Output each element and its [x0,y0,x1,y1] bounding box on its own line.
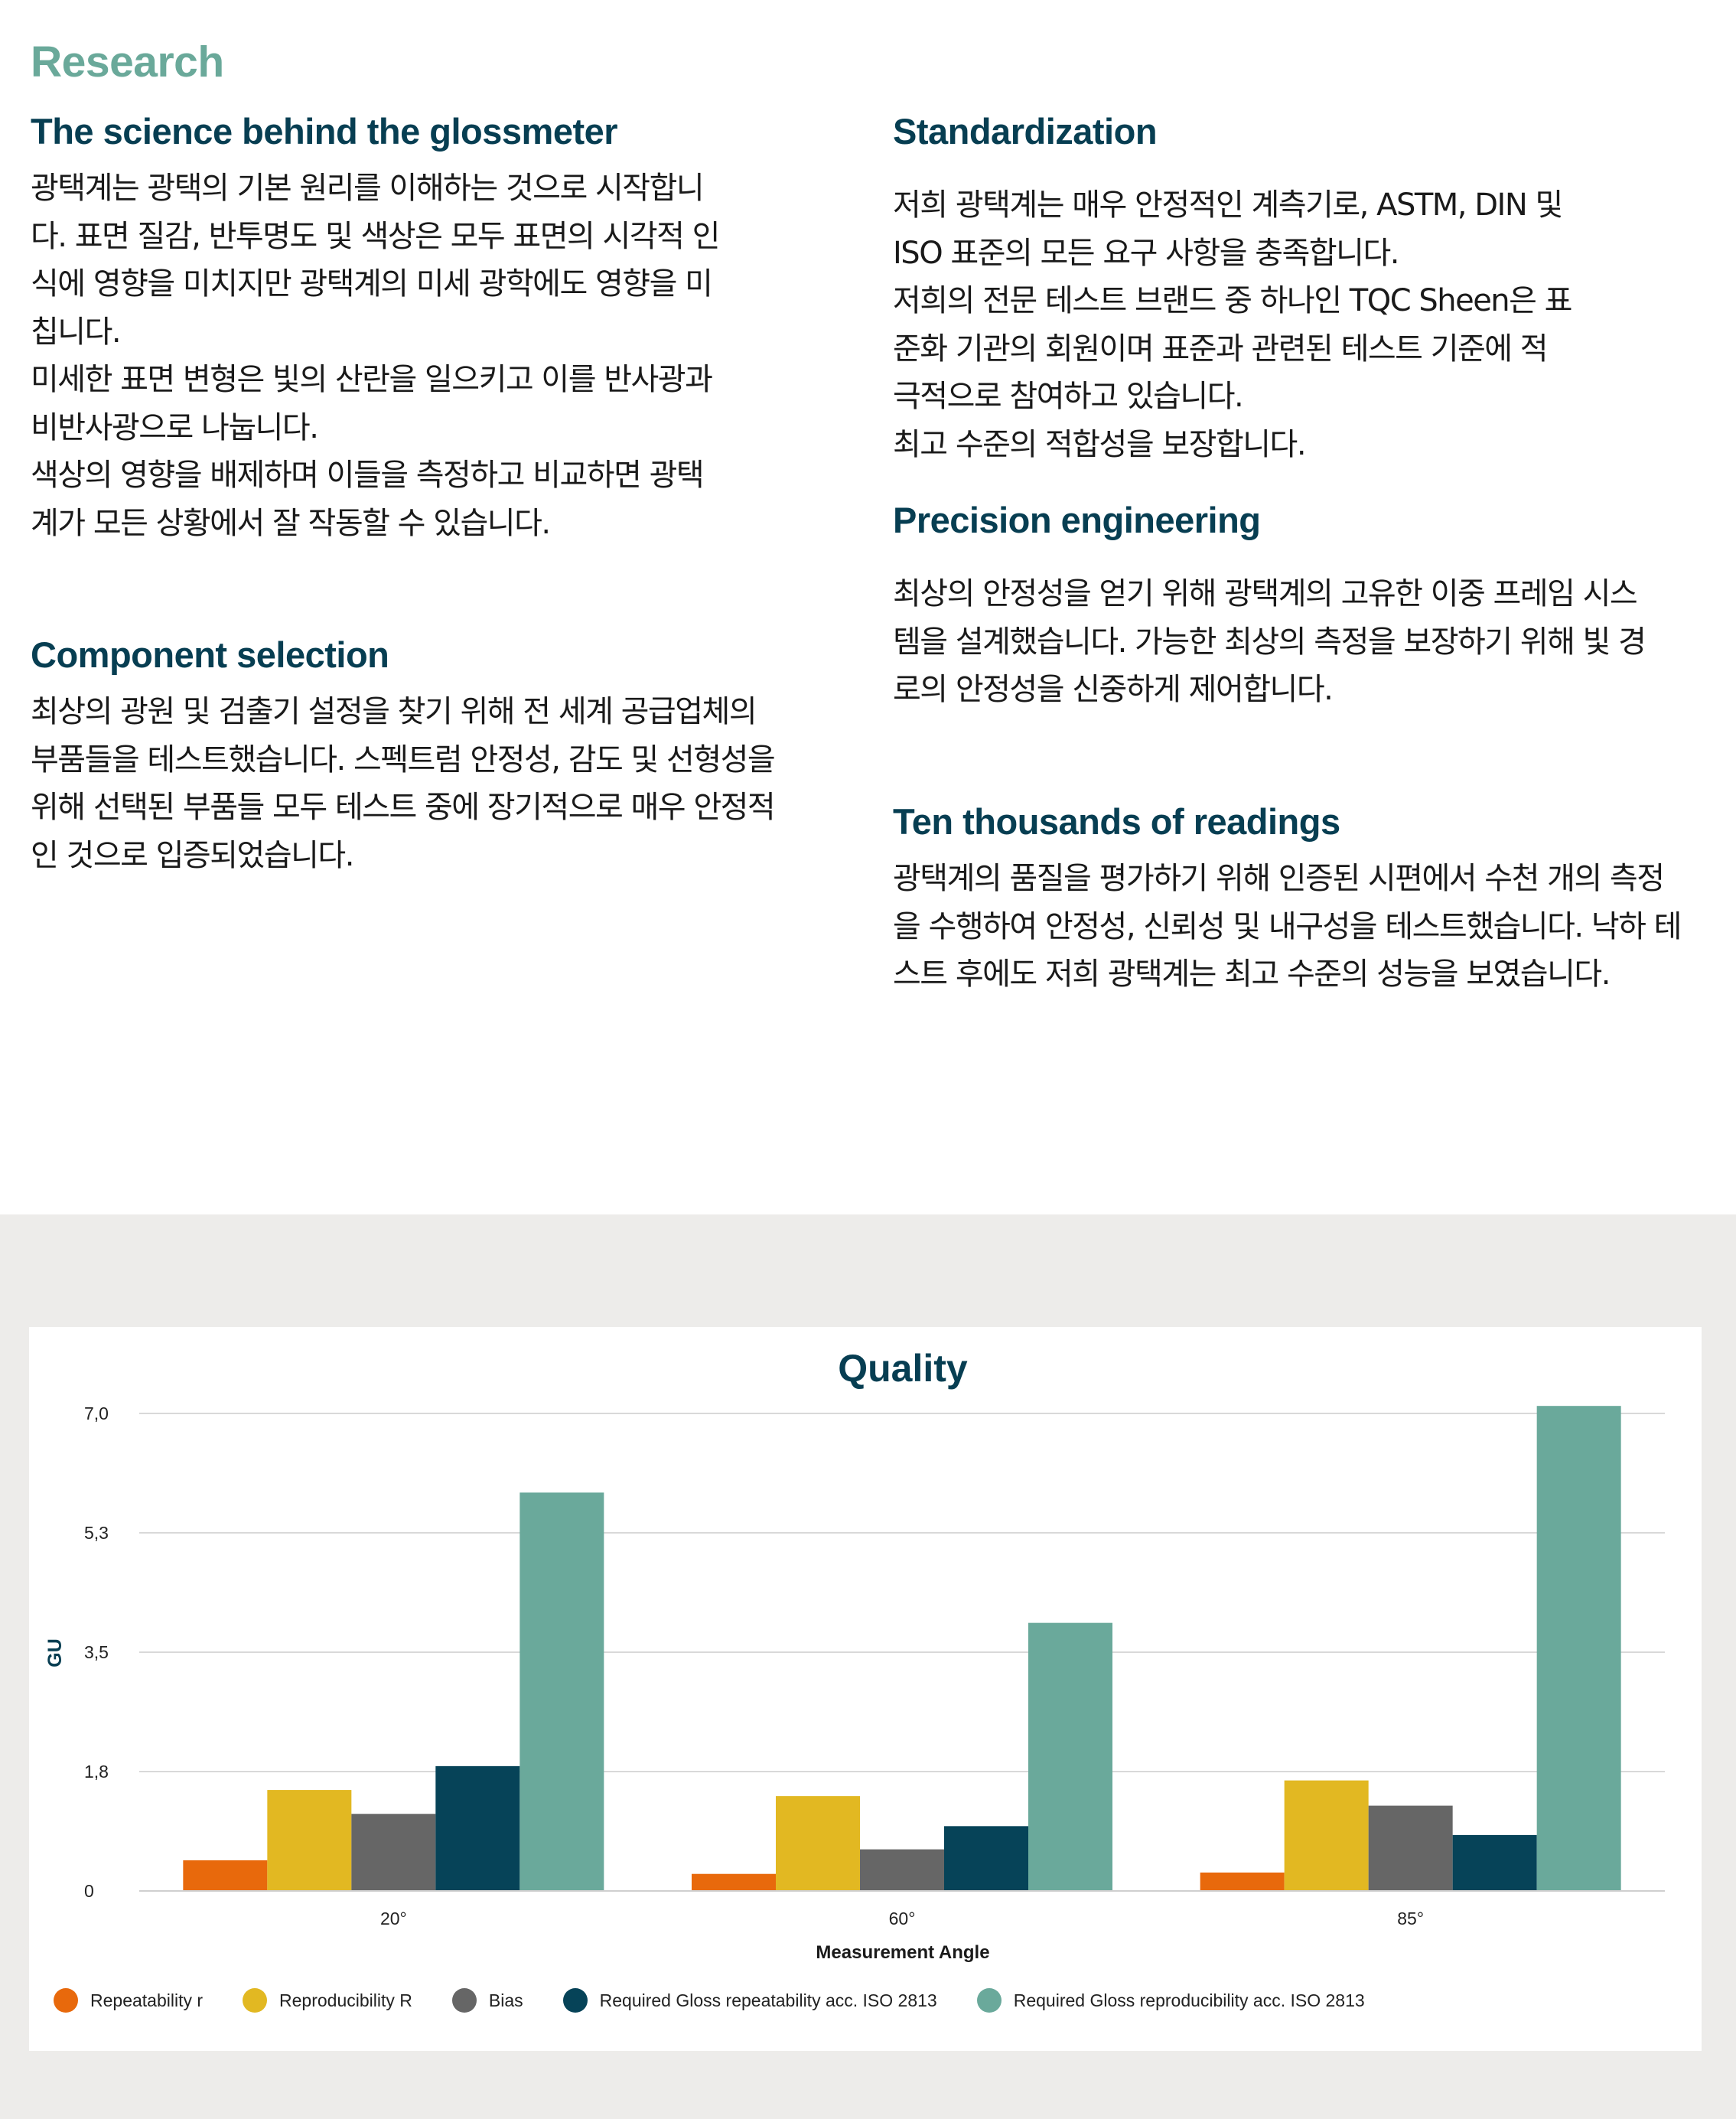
bar [1284,1780,1369,1891]
legend-swatch [243,1988,268,2013]
bar [1536,1406,1621,1891]
science-section: The science behind the glossmeter 광택계는 광… [31,110,826,547]
readings-section: Ten thousands of readings 광택계의 품질을 평가하기 … [893,800,1689,999]
bar [351,1814,436,1891]
y-tick-label: 5,3 [84,1523,109,1543]
bar [519,1492,604,1891]
readings-text: 광택계의 품질을 평가하기 위해 인증된 시편에서 수천 개의 측정 을 수행하… [893,861,1682,992]
component-section: Component selection 최상의 광원 및 검출기 설정을 찾기 … [31,634,826,879]
y-tick-label: 0 [84,1881,94,1901]
legend-label: Bias [488,1990,523,2010]
science-text: 광택계는 광택의 기본 원리를 이해하는 것으로 시작합니 다. 표면 질감, … [31,171,720,541]
legend-item: Repeatability r [54,1988,203,2013]
bar [183,1860,268,1891]
bar [692,1873,776,1891]
chart-legend: Repeatability r Reproducibility R Bias Requ… [54,1988,1405,2013]
component-heading: Component selection [31,634,389,675]
readings-heading: Ten thousands of readings [893,801,1340,842]
bar [944,1826,1028,1891]
x-axis-label: Measurement Angle [816,1942,989,1963]
standardization-section: Standardization 저희 광택계는 매우 안정적인 계측기로, AS… [893,110,1689,468]
legend-label: Required Gloss repeatability acc. ISO 28… [599,1990,937,2010]
legend-label: Reproducibility R [279,1990,412,2010]
legend-item: Required Gloss repeatability acc. ISO 28… [562,1988,937,2013]
standardization-text: 저희 광택계는 매우 안정적인 계측기로, ASTM, DIN 및 ISO 표준… [893,187,1572,462]
precision-text: 최상의 안정성을 얻기 위해 광택계의 고유한 이중 프레임 시스 템을 설계했… [893,576,1646,707]
legend-item: Bias [451,1988,523,2013]
legend-swatch [54,1988,78,2013]
x-tick-label: 85° [1397,1909,1424,1928]
x-tick-label: 60° [889,1909,916,1928]
y-tick-label: 7,0 [84,1403,109,1423]
bar [776,1796,860,1891]
bar [1368,1805,1453,1891]
y-tick-label: 3,5 [84,1642,109,1662]
bar [1452,1834,1537,1891]
legend-label: Repeatability r [90,1990,204,2010]
section-label: Research [31,37,224,86]
component-text: 최상의 광원 및 검출기 설정을 찾기 위해 전 세계 공급업체의 부품들을 테… [31,694,776,873]
x-tick-label: 20° [380,1909,407,1928]
legend-swatch [451,1988,477,2013]
chart-title: Quality [838,1347,968,1390]
precision-heading: Precision engineering [893,500,1261,540]
legend-swatch [562,1988,588,2013]
legend-swatch [976,1988,1002,2013]
bar [1028,1622,1112,1891]
chart-card [29,1327,1702,2051]
y-tick-label: 1,8 [84,1762,109,1782]
legend-item: Reproducibility R [243,1988,412,2013]
standardization-heading: Standardization [893,111,1158,152]
bar [860,1849,944,1891]
bar [1200,1872,1285,1891]
bar [267,1790,352,1891]
precision-section: Precision engineering 최상의 안정성을 얻기 위해 광택계… [893,499,1689,714]
y-axis-label: GU [44,1638,66,1667]
legend-item: Required Gloss reproducibility acc. ISO … [976,1988,1365,2013]
bar [435,1765,520,1891]
legend-label: Required Gloss reproducibility acc. ISO … [1013,1990,1365,2010]
science-heading: The science behind the glossmeter [31,111,618,152]
